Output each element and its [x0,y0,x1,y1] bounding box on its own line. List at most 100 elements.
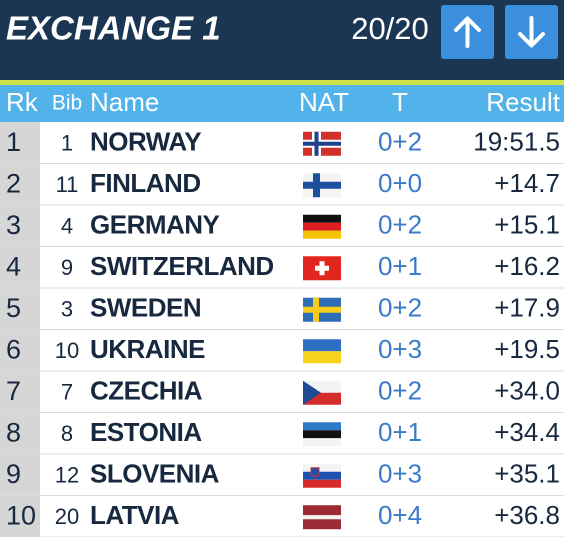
team-name: LATVIA [90,500,180,530]
header-accent [0,80,564,85]
team-name: NORWAY [90,127,201,157]
result: +19.5 [494,334,560,364]
flag-icon [303,173,341,198]
column-header-bar [0,85,564,122]
team-name: UKRAINE [90,334,205,364]
flag-icon [303,422,341,447]
bib: 3 [61,297,73,322]
flag-icon [303,256,341,281]
flag-icon [303,380,341,405]
team-name: FINLAND [90,168,201,198]
column-header: Bib [52,92,82,115]
result: +14.7 [494,168,560,198]
flag-part [303,351,341,364]
rank: 9 [6,459,21,489]
shooting: 0+0 [378,168,422,198]
flag-icon [303,339,341,364]
flag-part [303,339,341,352]
result: +35.1 [494,459,560,489]
result: +15.1 [494,210,560,240]
column-header: Result [486,87,560,117]
rank: 7 [6,376,21,406]
flag-part [303,181,341,189]
result: +34.0 [494,376,560,406]
result-row: 5 3 SWEDEN 0+2 +17.9 [0,293,564,330]
column-header: NAT [299,87,349,117]
team-name: ESTONIA [90,417,202,447]
result-row: 8 8 ESTONIA 0+1 +34.4 [0,417,564,455]
flag-part [315,265,329,271]
result: +36.8 [494,500,560,530]
shooting: 0+4 [378,500,422,530]
arrow-up-icon[interactable] [454,16,481,48]
flag-icon [303,297,341,322]
result-row: 6 10 UKRAINE 0+3 +19.5 [0,334,564,372]
result-row: 4 9 SWITZERLAND 0+1 +16.2 [0,251,564,289]
shooting: 0+1 [378,417,422,447]
flag-part [303,306,341,313]
column-header: Rk [6,87,39,117]
column-header: T [392,87,408,117]
flag-part [303,515,341,520]
bib: 10 [55,338,79,363]
flag-part [303,430,341,439]
shooting: 0+2 [378,293,422,323]
bib: 8 [61,421,73,446]
column-header: Name [90,87,159,117]
bib: 12 [55,463,79,488]
result: 19:51.5 [473,127,560,157]
rank: 5 [6,293,21,323]
bib: 1 [61,131,73,156]
flag-part [303,471,341,480]
result-row: 10 20 LATVIA 0+4 +36.8 [0,500,564,537]
result: +34.4 [494,417,560,447]
result-row: 2 11 FINLAND 0+0 +14.7 [0,168,564,206]
team-name: SWEDEN [90,293,201,323]
shooting: 0+2 [378,210,422,240]
bib: 4 [61,214,73,239]
flag-part [303,141,341,146]
flag-icon [303,505,341,530]
shooting: 0+2 [378,127,422,157]
flag-part [303,214,341,223]
previous-button[interactable] [441,5,494,59]
bib: 7 [61,380,73,405]
bib: 20 [55,504,79,529]
rank: 8 [6,417,21,447]
rank: 2 [6,168,21,198]
title: EXCHANGE 1 [6,10,221,47]
flag-part [303,519,341,530]
bib: 9 [61,255,73,280]
flag-part [303,505,341,516]
flag-icon [303,463,341,488]
team-name: CZECHIA [90,376,203,406]
flag-part [303,479,341,488]
next-button[interactable] [505,5,558,59]
arrow-down-icon[interactable] [518,16,545,48]
result: +16.2 [494,251,560,281]
result-row: 1 1 NORWAY 0+2 19:51.5 [0,127,564,164]
counter: 20/20 [351,11,429,46]
shooting: 0+1 [378,251,422,281]
flag-part [303,222,341,231]
flag-part [303,463,341,472]
rank: 6 [6,334,21,364]
result-row: 7 7 CZECHIA 0+2 +34.0 [0,376,564,413]
flag-icon [303,214,341,239]
bib: 11 [56,172,79,197]
rank: 10 [6,500,36,530]
result-row: 9 12 SLOVENIA 0+3 +35.1 [0,459,564,496]
rank: 1 [6,127,21,157]
result: +17.9 [494,293,560,323]
team-name: GERMANY [90,210,220,240]
team-name: SWITZERLAND [90,251,274,281]
flag-part [310,467,320,478]
shooting: 0+3 [378,334,422,364]
flag-part [303,422,341,431]
team-name: SLOVENIA [90,459,220,489]
rank: 4 [6,251,21,281]
flag-part [303,380,321,405]
shooting: 0+2 [378,376,422,406]
